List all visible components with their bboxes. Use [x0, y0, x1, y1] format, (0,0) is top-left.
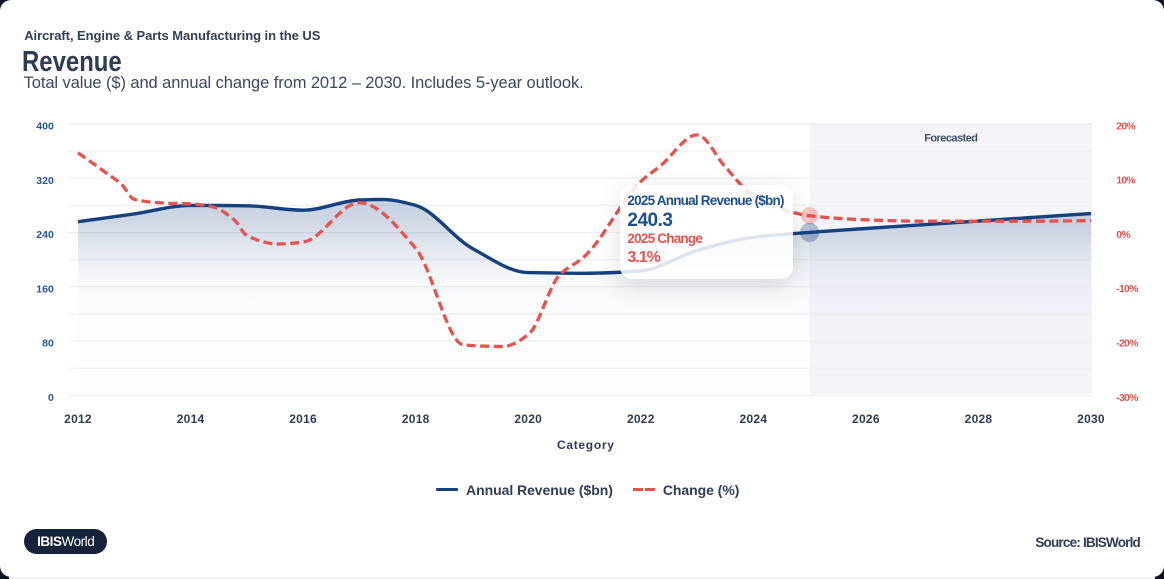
svg-text:2026: 2026 [852, 412, 880, 426]
svg-text:2018: 2018 [402, 412, 430, 426]
svg-text:2012: 2012 [64, 412, 92, 426]
svg-text:2016: 2016 [289, 412, 317, 426]
svg-text:0: 0 [48, 392, 54, 404]
svg-text:2020: 2020 [514, 412, 542, 426]
svg-text:240: 240 [36, 229, 54, 241]
svg-text:80: 80 [42, 338, 54, 350]
svg-text:-10%: -10% [1116, 283, 1139, 295]
svg-text:-30%: -30% [1116, 392, 1139, 404]
svg-text:-20%: -20% [1116, 338, 1139, 350]
svg-text:2022: 2022 [627, 412, 655, 426]
svg-text:Category: Category [557, 438, 615, 452]
svg-text:2024: 2024 [740, 412, 768, 426]
svg-text:10%: 10% [1116, 175, 1136, 187]
svg-text:320: 320 [36, 175, 54, 187]
svg-text:400: 400 [36, 121, 54, 133]
svg-text:160: 160 [36, 283, 54, 295]
svg-text:2014: 2014 [177, 412, 205, 426]
svg-text:2028: 2028 [965, 412, 993, 426]
svg-text:2030: 2030 [1077, 412, 1105, 426]
svg-text:Forecasted: Forecasted [924, 132, 977, 144]
svg-text:0%: 0% [1116, 229, 1131, 241]
svg-text:20%: 20% [1116, 120, 1136, 132]
